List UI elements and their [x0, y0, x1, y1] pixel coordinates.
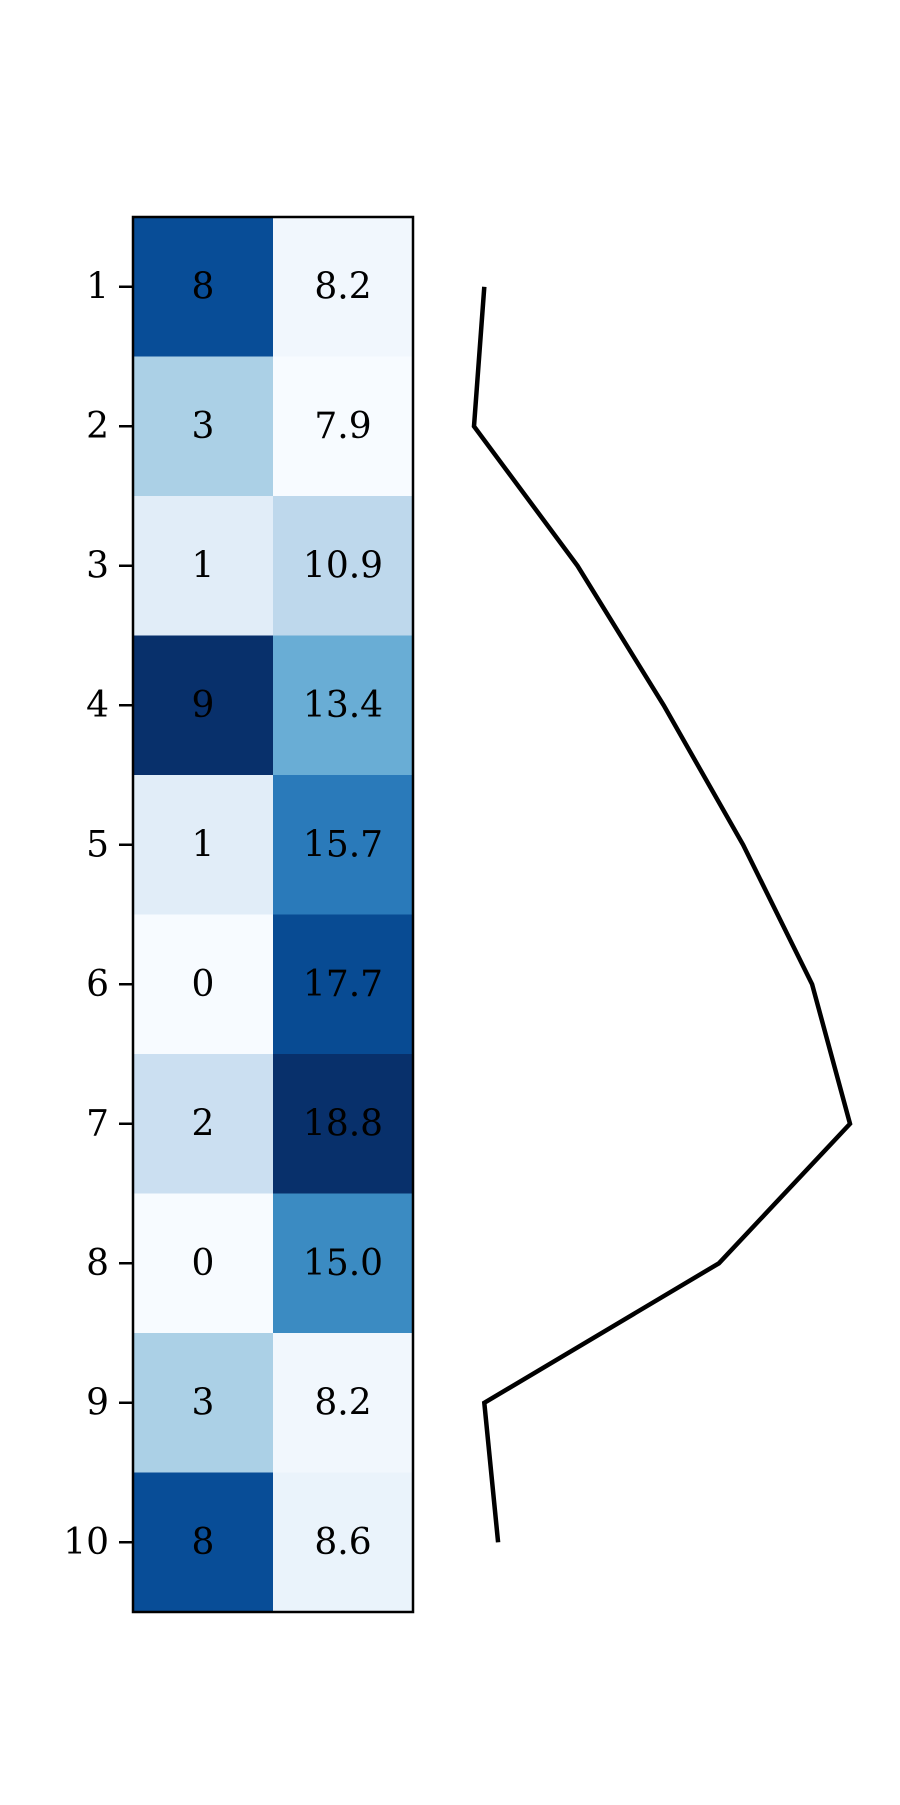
heatmap-cell [133, 635, 274, 776]
heatmap-frame [131, 215, 415, 1614]
heatmap-cell [133, 1054, 274, 1195]
heatmap-cell [273, 775, 414, 916]
heatmap-cell-label: 17.7 [303, 964, 383, 1005]
heatmap-cell-label: 1 [192, 545, 215, 586]
heatmap-cell [133, 356, 274, 497]
y-tick-label: 5 [86, 824, 109, 865]
heatmap-cell [133, 1472, 274, 1613]
y-axis: 1 2 3 4 5 6 7 8 9 10 [63, 266, 133, 1563]
heatmap-cell [273, 914, 414, 1055]
heatmap-cell-label: 8 [192, 1522, 215, 1563]
heatmap-cell-label: 15.7 [303, 824, 383, 865]
heatmap-cell [273, 1333, 414, 1474]
heatmap-cell-label: 10.9 [303, 545, 383, 586]
heatmap-cell-label: 0 [192, 964, 215, 1005]
heatmap-labels: 8 3 1 9 1 0 2 0 3 8 8.2 7.9 10.9 13.4 15.7 17.7 18.8 15.0… [192, 266, 384, 1563]
heatmap-cell-label: 8.6 [314, 1522, 371, 1563]
heatmap-cell [273, 1472, 414, 1613]
heatmap-cell-label: 3 [192, 1382, 215, 1423]
heatmap-cell [133, 1333, 274, 1474]
heatmap-cell [273, 635, 414, 776]
y-tick-label: 8 [86, 1243, 109, 1284]
heatmap-cell [133, 1193, 274, 1334]
y-tick-label: 1 [86, 266, 109, 307]
y-tick-label: 3 [86, 545, 109, 586]
y-tick-label: 9 [86, 1382, 109, 1423]
profile-line-chart [471, 286, 853, 1543]
heatmap-cell [273, 1193, 414, 1334]
heatmap-cell-label: 13.4 [303, 685, 383, 726]
y-tick-label: 7 [86, 1103, 109, 1144]
y-tick-label: 10 [63, 1522, 109, 1563]
heatmap-cell [273, 217, 414, 358]
heatmap-cell [133, 775, 274, 916]
heatmap-cell-label: 8.2 [314, 266, 371, 307]
heatmap-cell-label: 9 [192, 685, 215, 726]
heatmap-cell [273, 356, 414, 497]
profile-line [471, 286, 853, 1543]
heatmap-cells [133, 217, 414, 1613]
heatmap-cell [133, 914, 274, 1055]
y-tick-label: 6 [86, 964, 109, 1005]
heatmap-cell-label: 0 [192, 1243, 215, 1284]
heatmap-cell [273, 496, 414, 637]
heatmap-cell-label: 8.2 [314, 1382, 371, 1423]
heatmap-cell-label: 8 [192, 266, 215, 307]
heatmap-cell-label: 3 [192, 406, 215, 447]
heatmap-cell [273, 1054, 414, 1195]
heatmap-cell-label: 7.9 [314, 406, 371, 447]
heatmap-cell-label: 1 [192, 824, 215, 865]
heatmap-cell-label: 18.8 [303, 1103, 383, 1144]
y-tick-label: 4 [86, 685, 109, 726]
heatmap-cell [133, 217, 274, 358]
heatmap-cell [133, 496, 274, 637]
y-tick-label: 2 [86, 406, 109, 447]
heatmap-cell-label: 15.0 [303, 1243, 383, 1284]
heatmap-cell-label: 2 [192, 1103, 215, 1144]
